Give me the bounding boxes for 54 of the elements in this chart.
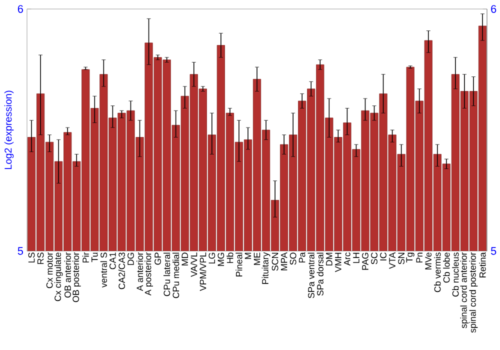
x-tick-label: Cb vermis bbox=[434, 252, 441, 292]
x-tick-label: DG bbox=[128, 252, 134, 265]
x-tick-label: OB anterior bbox=[64, 252, 71, 298]
x-tick-label: GP bbox=[154, 252, 161, 265]
x-tick-label: A anterior bbox=[136, 252, 144, 292]
x-tick-label: VA/VL bbox=[190, 252, 198, 277]
x-tick-label: Hb bbox=[226, 252, 234, 263]
x-tick-label: IC bbox=[380, 252, 386, 260]
x-tick-label: MD bbox=[182, 252, 188, 266]
x-tick-label: Pn bbox=[416, 252, 422, 262]
x-tick-label: Cb nucleus bbox=[452, 252, 459, 297]
x-tick-label: LS bbox=[28, 252, 35, 262]
x-tick-label: Pineal bbox=[236, 252, 242, 276]
x-tick-label: SO bbox=[290, 252, 296, 265]
x-tick-label: M bbox=[244, 252, 252, 259]
x-tick-label: CPu lateral bbox=[164, 252, 170, 296]
y2-tick-label: 6 bbox=[491, 5, 496, 13]
x-tick-label: SPa ventral bbox=[308, 252, 314, 298]
x-tick-label: VTA bbox=[389, 252, 396, 269]
x-tick-label: spinal cord anterior bbox=[460, 252, 469, 328]
x-tick-label: A posterior bbox=[144, 252, 153, 296]
x-tick-label: Cx cingulate bbox=[54, 252, 63, 302]
x-tick-label: Arc bbox=[344, 252, 350, 266]
y-axis-title: Log2 (expression) bbox=[4, 90, 14, 170]
x-tick-label: Retina bbox=[479, 252, 486, 278]
x-tick-label: Cb lobe bbox=[443, 252, 450, 283]
x-tick-label: OB posterior bbox=[72, 252, 81, 302]
x-tick-label: SPa dorsal bbox=[316, 252, 324, 296]
x-tick-label: MPA bbox=[280, 252, 288, 270]
x-tick-label: LH bbox=[353, 252, 360, 263]
x-tick-label: Tg bbox=[406, 252, 414, 262]
x-tick-label: PAG bbox=[362, 252, 368, 270]
x-tick-label: SCN bbox=[272, 252, 278, 271]
x-tick-label: VPM/VPL bbox=[200, 252, 206, 292]
x-tick-label: ventral S bbox=[100, 252, 107, 288]
x-tick-label: Pir bbox=[82, 252, 89, 262]
y2-tick-label: 5 bbox=[490, 247, 496, 255]
x-tick-label: spinal cord posterior bbox=[469, 252, 478, 333]
x-tick-label: ME bbox=[254, 252, 260, 265]
x-tick-label: MVe bbox=[425, 252, 432, 270]
x-tick-label: DM bbox=[326, 252, 332, 266]
x-tick-label: Pa bbox=[298, 252, 306, 262]
x-tick-label: Tu bbox=[92, 252, 98, 262]
x-tick-label: LG bbox=[208, 252, 216, 264]
x-tick-label: MG bbox=[218, 252, 224, 266]
x-tick-label: Cx motor bbox=[46, 252, 53, 288]
x-tick-label: SN bbox=[398, 252, 404, 264]
x-tick-label: SC bbox=[371, 252, 378, 264]
x-tick-label: RS bbox=[37, 252, 44, 264]
x-tick-label: VMH bbox=[335, 252, 342, 272]
x-tick-label: CA2/CA3 bbox=[118, 252, 126, 290]
x-tick-label: CPu medial bbox=[172, 252, 180, 298]
x-tick-label: CA1 bbox=[110, 252, 116, 270]
x-tick-label: Pituitary bbox=[262, 252, 270, 284]
